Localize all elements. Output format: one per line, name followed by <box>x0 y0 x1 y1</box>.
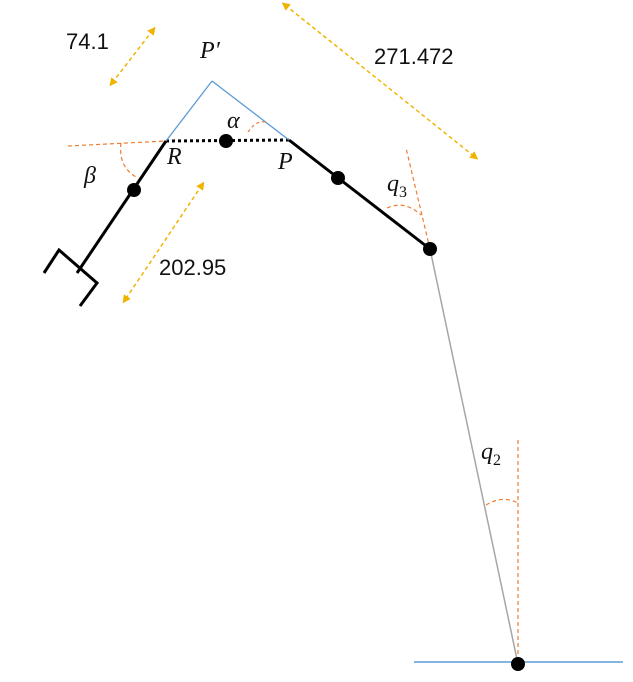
elbow-joint <box>331 171 345 185</box>
label-beta: β <box>83 163 96 189</box>
label-q2-base: q <box>481 439 493 465</box>
wrist-joint <box>127 183 141 197</box>
shoulder-joint <box>423 242 437 256</box>
beta-reference-line <box>67 140 167 147</box>
label-q2-sub: 2 <box>493 452 501 469</box>
dimension-arrow-271 <box>281 2 479 160</box>
label-q3-base: q <box>387 171 399 197</box>
dimension-arrow-74 <box>109 26 156 87</box>
label-r: R <box>166 144 182 170</box>
label-alpha: α <box>227 108 240 134</box>
gripper <box>42 247 100 307</box>
q3-reference-line <box>405 147 431 250</box>
construction-pprime-to-p <box>211 80 290 141</box>
label-q3-sub: 3 <box>399 184 407 201</box>
dimension-label-271: 271.472 <box>374 44 454 69</box>
base-joint <box>511 657 525 671</box>
middle-joint <box>219 134 233 148</box>
alpha-angle-arc <box>247 121 267 133</box>
label-q2: q2 <box>481 439 501 469</box>
link-joint-to-p <box>288 138 431 251</box>
dimension-label-202: 202.95 <box>159 255 226 280</box>
dimension-arrow-202 <box>122 181 205 304</box>
construction-r-to-pprime <box>165 80 213 142</box>
label-p-prime: P′ <box>199 38 221 64</box>
label-p: P <box>277 149 293 175</box>
link-base-to-joint <box>429 248 519 665</box>
link-r-to-wrist <box>75 140 168 274</box>
beta-angle-arc <box>120 142 139 179</box>
dimension-label-74: 74.1 <box>66 29 109 54</box>
q3-angle-arc <box>386 204 422 216</box>
label-q3: q3 <box>387 171 407 201</box>
q2-angle-arc <box>485 498 519 506</box>
